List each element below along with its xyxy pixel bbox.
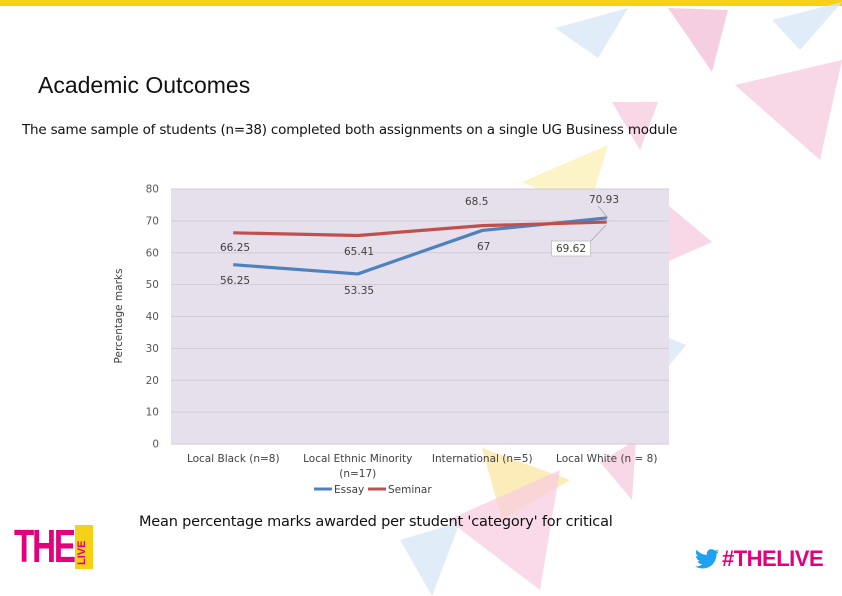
- twitter-bird-icon: [695, 549, 719, 569]
- logo-text: THE: [14, 520, 76, 572]
- hashtag-text: #THELIVE: [722, 546, 824, 571]
- x-tick-label: Local White (n = 8): [556, 453, 657, 465]
- y-tick-label: 70: [146, 215, 159, 227]
- logo-side-block: LIVE: [75, 525, 93, 569]
- data-label-seminar: 66.25: [220, 242, 250, 254]
- the-live-logo: THE LIVE: [14, 520, 93, 572]
- data-label-essay: 70.93: [589, 194, 619, 206]
- data-label-essay: 53.35: [344, 285, 374, 297]
- y-tick-label: 80: [146, 184, 159, 196]
- y-tick-label: 20: [146, 375, 159, 387]
- hashtag: #THELIVE: [695, 546, 824, 572]
- data-label-essay: 67: [477, 241, 490, 253]
- y-tick-label: 40: [146, 311, 159, 323]
- data-label-box: [551, 240, 591, 257]
- x-tick-label: International (n=5): [432, 453, 533, 465]
- slide-title: Academic Outcomes: [38, 72, 251, 98]
- y-tick-label: 0: [152, 439, 159, 451]
- data-label-seminar: 68.5: [465, 196, 488, 208]
- leader-line: [597, 205, 609, 219]
- y-axis-label: Percentage marks: [113, 269, 125, 364]
- series-line-seminar: [233, 220, 607, 238]
- data-label-seminar: 65.41: [344, 246, 374, 258]
- y-tick-label: 30: [146, 343, 159, 355]
- top-accent-bar: [0, 0, 842, 6]
- slide-subtitle: The same sample of students (n=38) compl…: [22, 122, 678, 138]
- x-tick-label: Local Black (n=8): [187, 453, 280, 465]
- y-tick-label: 10: [146, 407, 159, 419]
- legend-label-essay: Essay: [334, 484, 364, 496]
- data-label-essay: 56.25: [220, 275, 250, 287]
- chart-caption: Mean percentage marks awarded per studen…: [139, 514, 613, 530]
- logo-side-text: LIVE: [76, 540, 88, 565]
- legend-label-seminar: Seminar: [388, 484, 432, 496]
- x-tick-label: Local Ethnic Minority: [303, 453, 412, 465]
- data-label-seminar: 69.62: [556, 243, 586, 255]
- y-tick-label: 50: [146, 279, 159, 291]
- y-tick-label: 60: [146, 247, 159, 259]
- x-tick-label: (n=17): [339, 468, 376, 480]
